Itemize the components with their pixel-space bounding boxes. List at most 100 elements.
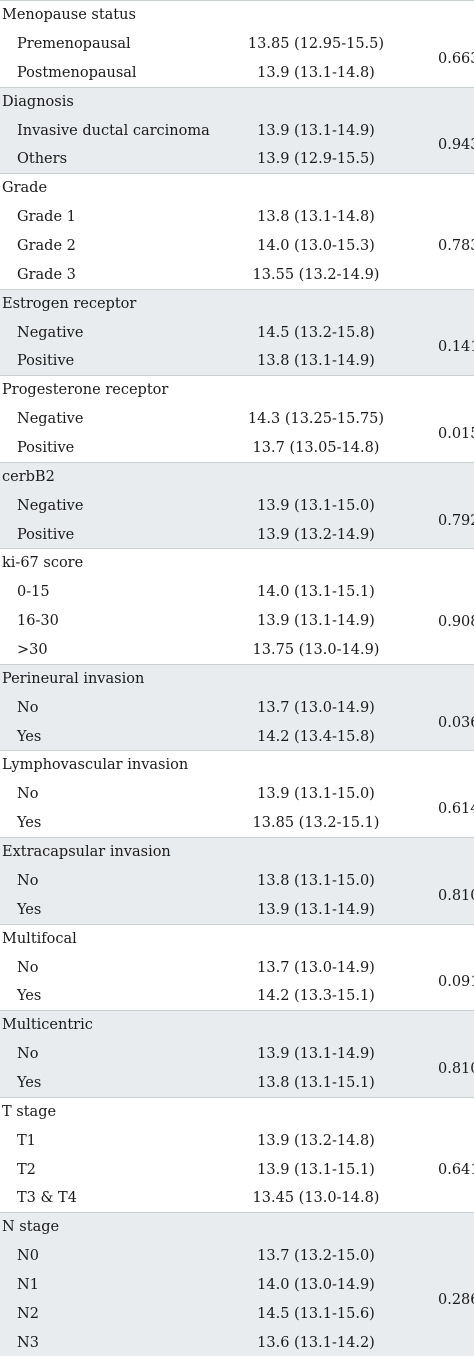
table-row: Grade 1 13.8 (13.1-14.8) <box>0 203 474 232</box>
table-row: Negative 14.3 (13.25-15.75) <box>0 405 474 434</box>
table-row: Yes 14.2 (13.3-15.1) <box>0 982 474 1011</box>
row-value: 14.2 (13.4-15.8) <box>257 728 375 745</box>
row-label: 0-15 <box>17 584 50 601</box>
table-row: Yes 13.85 (13.2-15.1) <box>0 809 474 838</box>
table-row: T1 13.9 (13.2-14.8) <box>0 1127 474 1156</box>
p-value: 0.792 <box>438 512 474 529</box>
p-value: 0.091 <box>438 974 474 991</box>
table-group: Multifocal No 13.7 (13.0-14.9) Yes 14.2 (13.… <box>0 923 474 1011</box>
row-value: 13.9 (13.1-14.9) <box>257 1046 375 1063</box>
table-row: No 13.8 (13.1-15.0) <box>0 867 474 896</box>
p-value: 0.015 <box>438 425 474 442</box>
group-title: Multifocal <box>2 930 77 947</box>
row-label: Negative <box>17 497 84 514</box>
group-title: Diagnosis <box>2 93 74 110</box>
row-value: 13.75 (13.0-14.9) <box>252 641 380 658</box>
row-label: T2 <box>17 1161 36 1178</box>
table-row: Yes 14.2 (13.4-15.8) <box>0 723 474 752</box>
table-row: N0 13.7 (13.2-15.0) <box>0 1242 474 1271</box>
row-label: Invasive ductal carcinoma <box>17 122 210 139</box>
group-title: Grade <box>2 180 48 197</box>
p-value: 0.783 <box>438 238 474 255</box>
row-value: 14.0 (13.1-15.1) <box>257 584 375 601</box>
group-title: N stage <box>2 1219 60 1236</box>
row-value: 13.8 (13.1-15.1) <box>257 1074 375 1091</box>
p-value: 0.141 <box>438 339 474 356</box>
table-row: Postmenopausal 13.9 (13.1-14.8) <box>0 59 474 88</box>
row-label: Grade 3 <box>17 266 76 283</box>
row-value: 13.9 (12.9-15.5) <box>257 151 375 168</box>
row-value: 14.5 (13.2-15.8) <box>257 324 375 341</box>
group-title: Estrogen receptor <box>2 295 137 312</box>
row-label: Grade 2 <box>17 237 76 254</box>
table-group: Estrogen receptor Negative 14.5 (13.2-15.8… <box>0 288 474 376</box>
row-label: No <box>17 873 39 889</box>
table-row: Positive 13.9 (13.2-14.9) <box>0 521 474 550</box>
table-row: Positive 13.8 (13.1-14.9) <box>0 347 474 376</box>
row-label: Positive <box>17 353 75 370</box>
p-value: 0.641 <box>438 1161 474 1178</box>
table-group: ki-67 score 0-15 14.0 (13.1-15.1) 16-30 13.9… <box>0 548 474 663</box>
row-label: Others <box>17 151 68 168</box>
table-row: No 13.9 (13.1-15.0) <box>0 780 474 809</box>
table-group: Extracapsular invasion No 13.8 (13.1-15.0)… <box>0 837 474 924</box>
row-value: 13.7 (13.0-14.9) <box>257 959 375 976</box>
row-label: Negative <box>17 411 84 428</box>
row-label: Positive <box>17 526 75 543</box>
row-value: 14.0 (13.0-15.3) <box>257 237 375 254</box>
table-row: Negative 14.5 (13.2-15.8) <box>0 319 474 348</box>
row-value: 14.2 (13.3-15.1) <box>257 988 375 1005</box>
table-group: Multicentric No 13.9 (13.1-14.9) Yes 13.8 (1… <box>0 1010 474 1097</box>
row-value: 13.9 (13.1-15.0) <box>257 786 375 803</box>
row-value: 14.3 (13.25-15.75) <box>247 411 385 428</box>
group-title: Multicentric <box>2 1017 93 1034</box>
table-row: Premenopausal 13.85 (12.95-15.5) <box>0 30 474 59</box>
row-value: 13.9 (13.1-14.9) <box>257 901 375 918</box>
table-group: Diagnosis Invasive ductal carcinoma 13.9 (… <box>0 86 474 174</box>
group-title: Menopause status <box>2 7 136 23</box>
table-group: Progesterone receptor Negative 14.3 (13.25… <box>0 375 474 462</box>
table-row: 16-30 13.9 (13.1-14.9) <box>0 607 474 636</box>
group-title: Lymphovascular invasion <box>2 757 189 774</box>
row-value: 13.55 (13.2-14.9) <box>252 266 380 283</box>
table-group: cerbB2 Negative 13.9 (13.1-15.0) Positive 13… <box>0 461 474 550</box>
row-label: T1 <box>17 1132 36 1149</box>
table-row: >30 13.75 (13.0-14.9) <box>0 636 474 665</box>
group-title: Extracapsular invasion <box>2 844 171 860</box>
p-value: 0.663 <box>438 50 474 67</box>
row-value: 13.7 (13.0-14.9) <box>257 699 375 716</box>
row-label: N2 <box>17 1305 39 1322</box>
group-title: Progesterone receptor <box>2 382 169 399</box>
table-row: 0-15 14.0 (13.1-15.1) <box>0 578 474 607</box>
table-group: T stage T1 13.9 (13.2-14.8) T2 13.9 (13.1-15… <box>0 1096 474 1212</box>
table-group: Perineural invasion No 13.7 (13.0-14.9) Yes… <box>0 663 474 752</box>
row-value: 13.9 (13.1-14.9) <box>257 122 375 139</box>
table-group: N stage N0 13.7 (13.2-15.0) N1 14.0 (13.0-14… <box>0 1212 474 1358</box>
table-row: N2 14.5 (13.1-15.6) <box>0 1300 474 1329</box>
row-label: 16-30 <box>17 613 59 630</box>
table-row: Yes 13.9 (13.1-14.9) <box>0 896 474 925</box>
table-row: Grade 3 13.55 (13.2-14.9) <box>0 261 474 290</box>
table-row: Invasive ductal carcinoma 13.9 (13.1-14.9… <box>0 117 474 146</box>
table-row: N3 13.6 (13.1-14.2) <box>0 1329 474 1358</box>
table-group: Grade Grade 1 13.8 (13.1-14.8) Grade 2 14.0 … <box>0 173 474 288</box>
row-value: 13.9 (13.1-15.0) <box>257 497 375 514</box>
table-row: T2 13.9 (13.1-15.1) <box>0 1156 474 1185</box>
row-label: T3 & T4 <box>17 1190 77 1207</box>
row-label: Positive <box>17 439 75 456</box>
row-label: Premenopausal <box>17 36 131 52</box>
row-label: Yes <box>17 1074 42 1091</box>
table-row: No 13.7 (13.0-14.9) <box>0 954 474 983</box>
row-value: 13.9 (13.1-15.1) <box>257 1161 375 1178</box>
row-label: Yes <box>17 901 42 918</box>
p-value: 0.943 <box>438 137 474 154</box>
table-row: Others 13.9 (12.9-15.5) <box>0 145 474 174</box>
table-row: Yes 13.8 (13.1-15.1) <box>0 1069 474 1098</box>
table-group: Lymphovascular invasion No 13.9 (13.1-15.0… <box>0 750 474 837</box>
row-value: 13.85 (12.95-15.5) <box>247 36 385 52</box>
table-row: Negative 13.9 (13.1-15.0) <box>0 492 474 521</box>
group-title: ki-67 score <box>2 555 84 572</box>
row-label: Grade 1 <box>17 209 76 226</box>
row-label: N0 <box>17 1248 39 1265</box>
row-label: No <box>17 1046 39 1063</box>
